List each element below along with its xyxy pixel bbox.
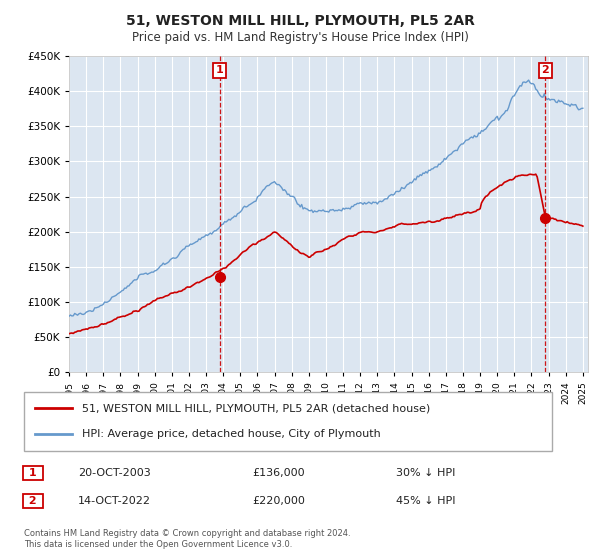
Text: HPI: Average price, detached house, City of Plymouth: HPI: Average price, detached house, City… — [82, 430, 381, 440]
FancyBboxPatch shape — [24, 392, 552, 451]
Text: £136,000: £136,000 — [252, 468, 305, 478]
Text: 45% ↓ HPI: 45% ↓ HPI — [396, 496, 455, 506]
Text: 1: 1 — [25, 468, 41, 478]
Text: 1: 1 — [216, 66, 224, 76]
Text: 2: 2 — [541, 66, 549, 76]
Text: Price paid vs. HM Land Registry's House Price Index (HPI): Price paid vs. HM Land Registry's House … — [131, 31, 469, 44]
Text: 51, WESTON MILL HILL, PLYMOUTH, PL5 2AR (detached house): 51, WESTON MILL HILL, PLYMOUTH, PL5 2AR … — [82, 403, 430, 413]
Text: Contains HM Land Registry data © Crown copyright and database right 2024.
This d: Contains HM Land Registry data © Crown c… — [24, 529, 350, 549]
Text: 20-OCT-2003: 20-OCT-2003 — [78, 468, 151, 478]
Text: £220,000: £220,000 — [252, 496, 305, 506]
Text: 14-OCT-2022: 14-OCT-2022 — [78, 496, 151, 506]
Text: 30% ↓ HPI: 30% ↓ HPI — [396, 468, 455, 478]
Text: 2: 2 — [25, 496, 41, 506]
Text: 51, WESTON MILL HILL, PLYMOUTH, PL5 2AR: 51, WESTON MILL HILL, PLYMOUTH, PL5 2AR — [125, 14, 475, 28]
